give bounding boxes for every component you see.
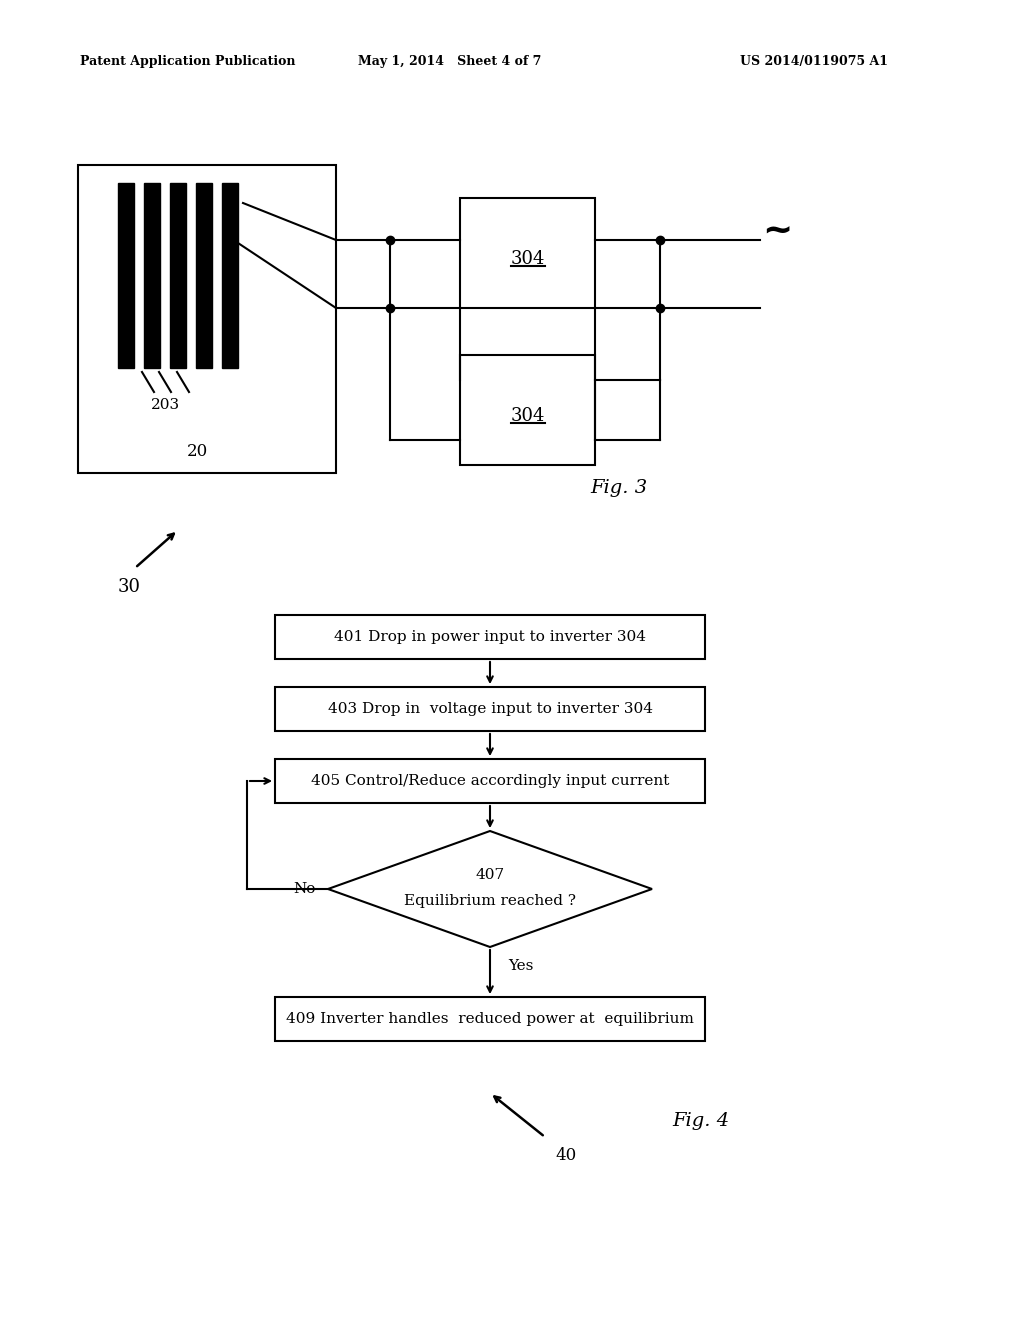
Text: 203: 203 <box>151 399 179 412</box>
Text: 403 Drop in  voltage input to inverter 304: 403 Drop in voltage input to inverter 30… <box>328 702 652 715</box>
Bar <box>275 686 705 731</box>
Text: May 1, 2014   Sheet 4 of 7: May 1, 2014 Sheet 4 of 7 <box>358 55 542 69</box>
Text: 20: 20 <box>186 442 208 459</box>
Text: Fig. 4: Fig. 4 <box>672 1111 729 1130</box>
Bar <box>118 183 134 368</box>
Text: 304: 304 <box>510 407 545 425</box>
Bar <box>144 183 160 368</box>
Text: 304: 304 <box>510 249 545 268</box>
Text: 40: 40 <box>555 1147 577 1164</box>
Bar <box>460 198 595 308</box>
Text: Equilibrium reached ?: Equilibrium reached ? <box>404 894 575 908</box>
Bar <box>170 183 186 368</box>
Text: ~: ~ <box>762 215 793 249</box>
Text: Yes: Yes <box>508 960 534 973</box>
Text: 405 Control/Reduce accordingly input current: 405 Control/Reduce accordingly input cur… <box>311 774 670 788</box>
Text: 401 Drop in power input to inverter 304: 401 Drop in power input to inverter 304 <box>334 630 646 644</box>
Bar <box>222 183 238 368</box>
Text: 409 Inverter handles  reduced power at  equilibrium: 409 Inverter handles reduced power at eq… <box>286 1012 694 1026</box>
Text: Fig. 3: Fig. 3 <box>590 479 647 498</box>
Text: Patent Application Publication: Patent Application Publication <box>80 55 296 69</box>
Bar <box>460 355 595 465</box>
Bar <box>196 183 212 368</box>
Bar <box>275 615 705 659</box>
Text: No: No <box>294 882 316 896</box>
Polygon shape <box>328 832 652 946</box>
Bar <box>275 759 705 803</box>
Text: 30: 30 <box>118 578 141 597</box>
Text: 407: 407 <box>475 869 505 882</box>
Text: US 2014/0119075 A1: US 2014/0119075 A1 <box>740 55 888 69</box>
Bar <box>78 165 336 473</box>
Bar <box>275 997 705 1041</box>
